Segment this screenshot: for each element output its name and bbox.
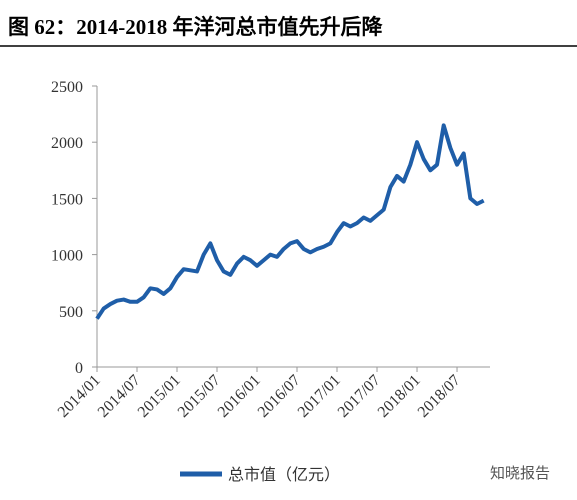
- x-tick-label: 2015/07: [175, 372, 224, 421]
- x-tick-label: 2018/01: [375, 372, 424, 421]
- line-series: [95, 123, 485, 320]
- x-tick-label: 2017/01: [295, 372, 344, 421]
- y-tick-label: 0: [75, 360, 83, 377]
- y-tick-label: 2500: [51, 79, 83, 96]
- x-tick-label: 2018/07: [415, 372, 464, 421]
- x-tick-label: 2014/01: [55, 372, 104, 421]
- x-tick-label: 2017/07: [335, 372, 384, 421]
- legend-label: 总市值（亿元）: [228, 466, 340, 484]
- x-tick-label: 2016/07: [255, 372, 304, 421]
- x-tick-label: 2016/01: [215, 372, 264, 421]
- chart-title: 图 62：2014-2018 年洋河总市值先升后降: [8, 15, 383, 39]
- x-tick-label: 2015/01: [135, 372, 184, 421]
- y-tick-label: 1000: [51, 248, 83, 265]
- watermark: 知晓报告: [490, 465, 550, 482]
- y-tick-label: 2000: [51, 135, 83, 152]
- y-tick-label: 500: [59, 304, 83, 321]
- x-tick-label: 2014/07: [95, 372, 144, 421]
- y-tick-label: 1500: [51, 191, 83, 208]
